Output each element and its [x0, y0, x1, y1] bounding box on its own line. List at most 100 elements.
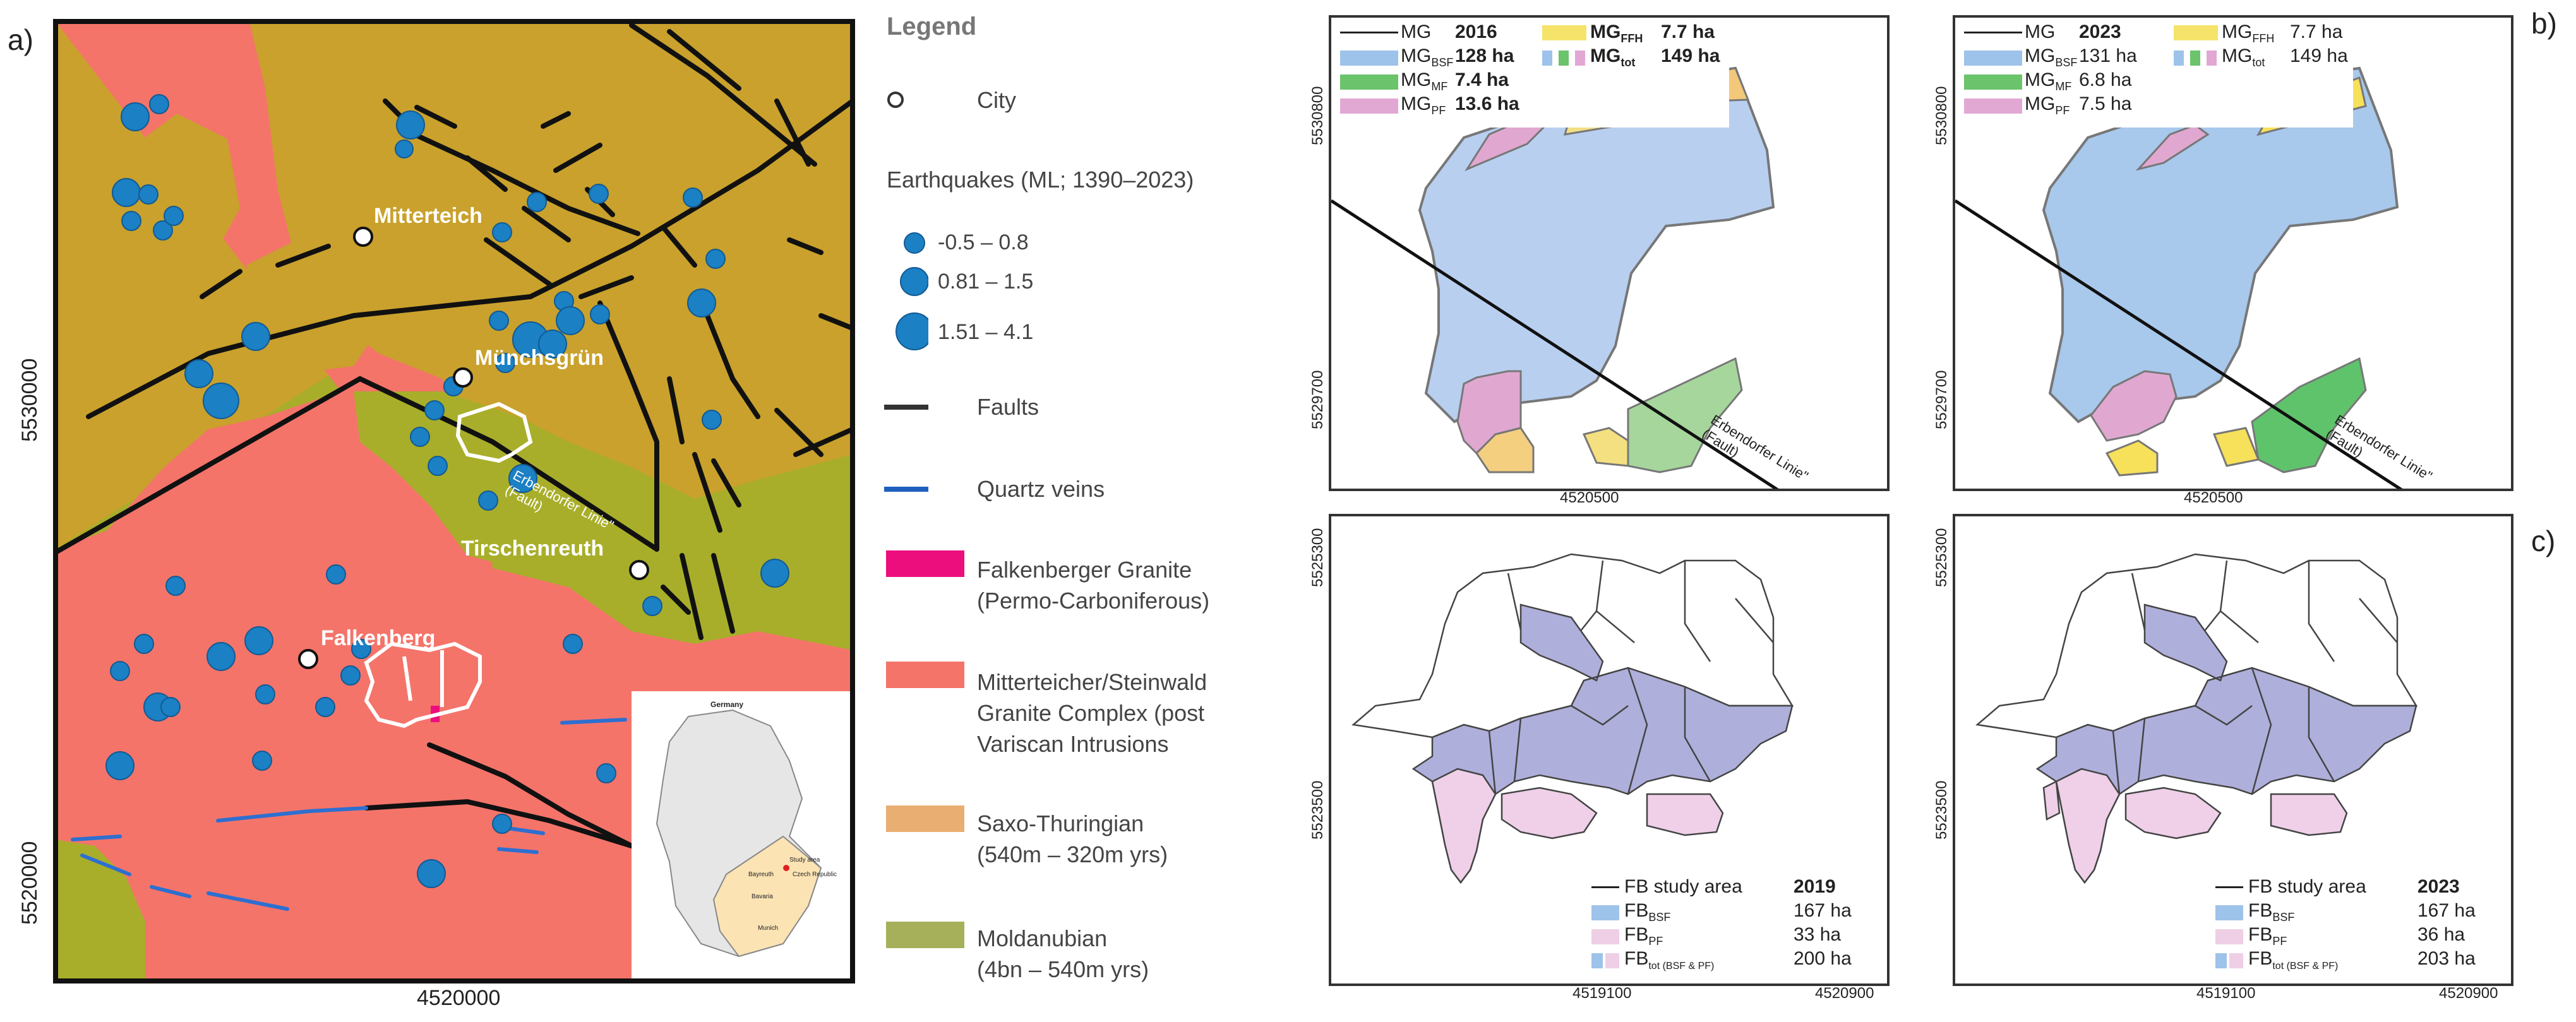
panel-label-a: a)	[8, 23, 33, 56]
fb2023-pf-center	[2124, 787, 2222, 840]
mg2016-legend-mf: MGMF	[1401, 69, 1448, 93]
fb2019-legend: FB study area FBBSF FBPF FBtot (BSF & PF…	[1591, 875, 1869, 976]
mg2016-legend-mf-swatch	[1340, 74, 1398, 90]
fb2019-y-top: 5525300	[1309, 528, 1326, 587]
mg2023-ffh-east	[2212, 427, 2260, 467]
mg2023-legend-mf: MGMF	[2025, 69, 2072, 93]
fb2019-legend-tot-value: 200 ha	[1794, 948, 1852, 969]
fb2023-legend: FB study area FBBSF FBPF FBtot (BSF & PF…	[2215, 875, 2493, 976]
mg2016-legend: MG MGBSF MGMF MGPF 2016 128 ha 7.4 ha 13…	[1338, 20, 1729, 128]
fb2023-legend-bsf-value: 167 ha	[2417, 900, 2476, 921]
fb2023-pf-west	[2055, 768, 2121, 884]
fb2019-pf-east	[1646, 793, 1724, 836]
fb2023-legend-tot-swatch-2	[2229, 953, 2243, 968]
mg-study-area-outline	[455, 401, 533, 463]
saxo-lobe-north	[126, 114, 240, 290]
mg2016-legend-ffh: MGFFH	[1590, 21, 1643, 45]
fb2023-legend-year: 2023	[2417, 876, 2460, 897]
mg2016-legend-line	[1340, 32, 1398, 33]
mg2023-legend-ffh-swatch	[2174, 25, 2218, 40]
fb2023-legend-bsf: FBBSF	[2248, 900, 2295, 924]
fb2019-x-right: 4520900	[1815, 985, 1874, 1002]
fb2019-legend-tot-swatch-2	[1605, 953, 1619, 968]
fb2023-legend-tot-value: 203 ha	[2417, 948, 2476, 969]
legend-quartz: Quartz veins	[977, 476, 1105, 502]
fb2023-legend-study: FB study area	[2248, 876, 2366, 897]
mg2016-legend-tot-swatch-1	[1542, 51, 1552, 66]
mg2016-legend-tot-swatch-2	[1559, 51, 1569, 66]
legend-eq-class-2: 0.81 – 1.5	[938, 270, 1034, 294]
inset-bayreuth: Bayreuth	[748, 871, 774, 878]
legend-eq-class-1: -0.5 – 0.8	[938, 230, 1029, 254]
mg2023-mf	[2251, 357, 2367, 473]
mg2023-legend-pf: MGPF	[2025, 93, 2070, 117]
fault-lines	[56, 23, 853, 848]
fb2019-y-bottom: 5523500	[1309, 780, 1326, 840]
mg2023-legend-tot-swatch-3	[2207, 51, 2217, 66]
fb2023-legend-pf-swatch	[2215, 929, 2243, 944]
mg2016-fault-line	[1331, 199, 1779, 489]
mg2016-mf	[1627, 357, 1743, 473]
mg2023-legend-year: 2023	[2079, 21, 2121, 42]
study-area-marker	[783, 865, 789, 871]
label-munchsgrun: Münchsgrün	[475, 346, 604, 370]
quartz-veins	[71, 718, 703, 911]
fb2019-legend-line	[1591, 886, 1619, 888]
mg2023-x-tick: 4520500	[2184, 489, 2243, 506]
fb2019-x-left: 4519100	[1573, 985, 1632, 1002]
panel-label-b: b)	[2531, 7, 2557, 40]
mg2023-legend-pf-swatch	[1964, 98, 2022, 114]
mg2023-legend-bsf-swatch	[1964, 51, 2022, 66]
fb-2023-map	[1975, 553, 2418, 884]
a-y-tick-1: 5530000	[18, 358, 42, 442]
a-y-tick-2: 5520000	[18, 841, 42, 925]
legend-title: Legend	[887, 13, 977, 40]
mg2023-y-top: 5530800	[1933, 86, 1950, 145]
fb2019-pf-west	[1431, 768, 1497, 884]
fb2023-y-top: 5525300	[1933, 528, 1950, 587]
mg2016-legend-tot-value: 149 ha	[1661, 45, 1720, 66]
legend-symbols	[884, 92, 928, 492]
city-markers	[298, 227, 649, 669]
fb2023-legend-bsf-swatch	[2215, 905, 2243, 920]
label-falkenberg: Falkenberg	[321, 626, 436, 650]
fb2019-legend-bsf-value: 167 ha	[1794, 900, 1852, 921]
mg2023-legend-bsf: MGBSF	[2025, 45, 2078, 69]
mg2016-legend-pf-value: 13.6 ha	[1455, 93, 1519, 114]
mg2016-legend-pf-swatch	[1340, 98, 1398, 114]
fb2023-pf-extra	[2042, 780, 2061, 821]
mg2023-y-bottom: 5529700	[1933, 370, 1950, 429]
fb2019-legend-year: 2019	[1794, 876, 1836, 897]
mg2023-ffh-south	[2105, 439, 2159, 477]
saxo-lobe-west	[56, 297, 272, 404]
mg2023-legend-mg: MG	[2025, 21, 2056, 42]
mg2023-legend-bsf-value: 131 ha	[2079, 45, 2137, 66]
fb2019-legend-pf-value: 33 ha	[1794, 924, 1842, 945]
panel-label-c: c)	[2531, 525, 2556, 557]
legend-earthquakes: Earthquakes (ML; 1390–2023)	[887, 167, 1194, 193]
legend-swatch-mitterteicher	[886, 662, 964, 688]
mg2023-legend-tot-value: 149 ha	[2290, 45, 2348, 66]
fb-2019-map	[1351, 553, 1794, 884]
inset-germany-map: Germany Study area Czech Republic Bayreu…	[632, 691, 850, 978]
mg2016-legend-year: 2016	[1455, 21, 1497, 42]
legend-city: City	[977, 87, 1016, 113]
legend-swatch-moldanubian	[886, 922, 964, 948]
fb2023-legend-tot-swatch-1	[2215, 953, 2227, 968]
legend-swatch-saxo	[886, 805, 964, 832]
fb2019-grid-lines	[1488, 667, 1711, 795]
legend-falkenberger: Falkenberger Granite (Permo-Carboniferous…	[977, 557, 1210, 614]
mg2016-ffh-south	[1475, 427, 1535, 473]
inset-title: Germany	[710, 700, 744, 709]
map-frame	[53, 19, 855, 983]
mg2023-legend-tot-swatch-1	[2174, 51, 2184, 66]
label-mitterteich: Mitterteich	[374, 204, 482, 228]
fb2023-y-bottom: 5523500	[1933, 780, 1950, 840]
legend-saxo: Saxo-Thuringian (540m – 320m yrs)	[977, 811, 1168, 867]
fb2023-x-left: 4519100	[2196, 985, 2256, 1002]
mg2016-legend-mg: MG	[1401, 21, 1432, 42]
mg2016-legend-ffh-swatch	[1542, 25, 1586, 40]
legend-faults: Faults	[977, 394, 1039, 420]
mg2016-legend-bsf: MGBSF	[1401, 45, 1454, 69]
mg2023-legend: MG MGBSF MGMF MGPF 2023 131 ha 6.8 ha 7.…	[1962, 20, 2353, 128]
